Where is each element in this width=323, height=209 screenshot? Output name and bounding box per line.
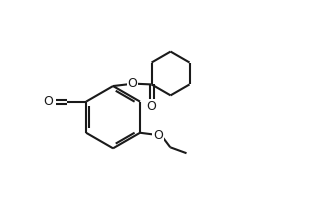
Text: O: O (128, 77, 138, 90)
Text: O: O (147, 100, 157, 113)
Text: O: O (153, 129, 163, 141)
Text: O: O (43, 95, 53, 108)
